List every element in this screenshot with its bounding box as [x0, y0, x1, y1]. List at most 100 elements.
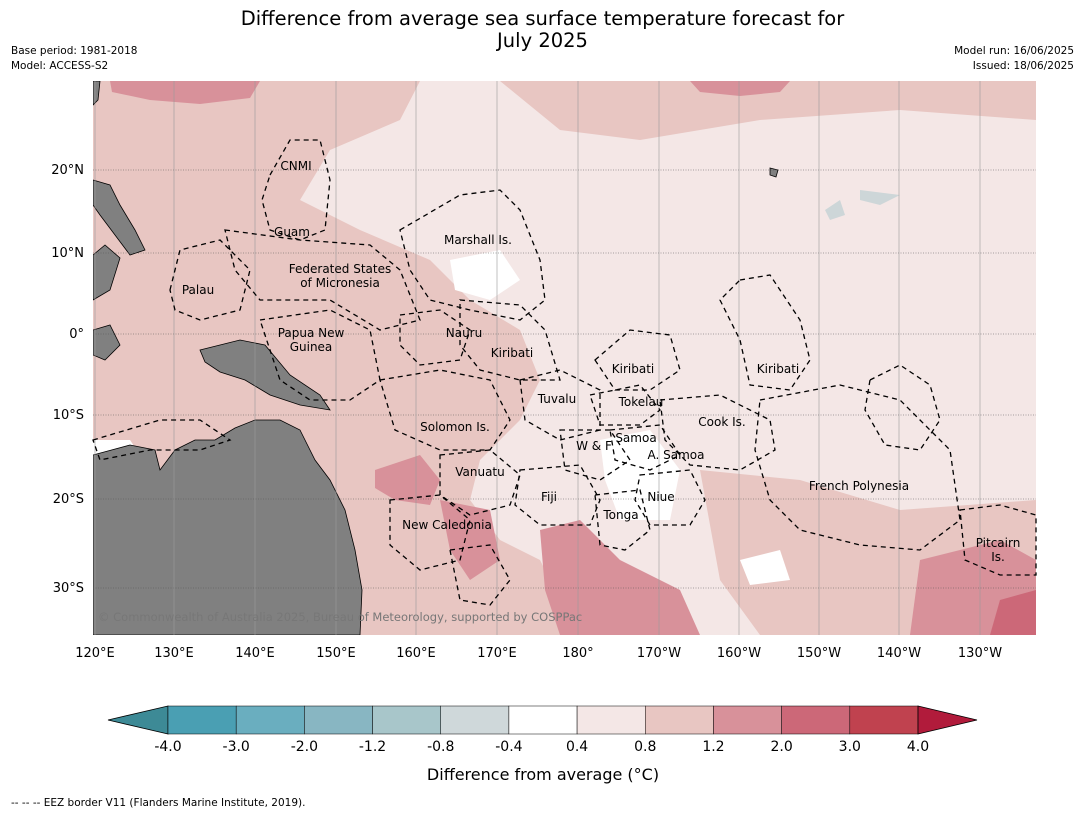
longitude-label: 170°E — [477, 646, 517, 661]
region-label-wf: W & F — [576, 439, 612, 453]
eez-boundary — [589, 384, 661, 426]
colorbar-tick-label: -1.2 — [359, 739, 386, 755]
anomaly-band-north — [500, 81, 1036, 140]
neutral-pocket-east — [740, 550, 790, 585]
region-label-kiribati-e: Kiribati — [757, 362, 799, 376]
eez-boundary — [754, 384, 961, 551]
eez-boundary — [399, 309, 471, 366]
region-label-newcal: New Caledonia — [402, 518, 492, 532]
longitude-label: 180° — [562, 646, 593, 661]
longitude-label: 150°E — [316, 646, 356, 661]
colorbar-extend-low — [107, 705, 169, 735]
eez-boundary — [609, 424, 681, 471]
region-label-samoa: Samoa — [615, 431, 656, 445]
title-line-1: Difference from average sea surface temp… — [240, 7, 845, 30]
eez-boundary — [224, 229, 421, 331]
eez-boundary — [92, 419, 232, 461]
longitude-label: 130°E — [154, 646, 194, 661]
colorbar-swatch — [645, 705, 714, 735]
eez-boundary — [594, 329, 681, 391]
copyright-notice: © Commonwealth of Australia 2025, Bureau… — [98, 610, 582, 624]
region-label-png: Guinea — [290, 340, 333, 354]
colorbar-swatch — [849, 705, 919, 735]
region-label-kiribati-w: Kiribati — [491, 346, 533, 360]
region-label-guam: Guam — [274, 225, 310, 239]
anomaly-warmer-north — [110, 81, 260, 104]
region-label-kiribati-c: Kiribati — [612, 362, 654, 376]
anomaly-warmer-tasman — [440, 500, 500, 580]
eez-boundary — [519, 369, 601, 441]
longitude-label: 160°W — [717, 646, 761, 661]
colorbar-tick-label: 1.2 — [702, 739, 724, 755]
region-label-png: Papua New — [278, 326, 345, 340]
neutral-pocket-marshall — [450, 250, 520, 300]
eez-boundary — [594, 489, 651, 551]
graticule — [93, 81, 1036, 635]
longitude-label: 120°E — [75, 646, 115, 661]
hawaii-land — [769, 167, 779, 178]
colorbar-tick-label: -3.0 — [223, 739, 250, 755]
region-label-cnmi: CNMI — [280, 159, 311, 173]
region-label-vanuatu: Vanuatu — [455, 465, 505, 479]
region-label-tuvalu: Tuvalu — [537, 392, 577, 406]
base-period: Base period: 1981-2018 — [11, 45, 138, 57]
cool-patch-hawaii — [825, 190, 900, 220]
borneo-land — [93, 244, 121, 301]
eez-borders — [92, 139, 1037, 606]
longitude-label: 140°W — [877, 646, 921, 661]
region-label-tokelau: Tokelau — [618, 395, 664, 409]
latitude-label: 30°S — [53, 581, 84, 596]
colorbar-tick-label: 4.0 — [907, 739, 929, 755]
colorbar-swatch — [576, 705, 646, 735]
eez-boundary — [259, 309, 381, 401]
new-guinea-land — [199, 339, 331, 411]
region-label-cook: Cook Is. — [698, 415, 745, 429]
region-label-pitcairn: Is. — [991, 550, 1005, 564]
latitude-axis: 20°N 10°N 0° 10°S 20°S 30°S — [51, 163, 84, 596]
colorbar-tick-label: -2.0 — [291, 739, 318, 755]
region-label-frpoly: French Polynesia — [809, 479, 909, 493]
colorbar-tick-label: 0.8 — [634, 739, 656, 755]
australia-land — [93, 419, 363, 635]
longitude-label: 170°W — [637, 646, 681, 661]
colorbar-extend-high — [917, 705, 978, 735]
longitude-label: 140°E — [235, 646, 275, 661]
anomaly-warmer-north2 — [690, 81, 790, 96]
longitude-axis: 120°E 130°E 140°E 150°E 160°E 170°E 180° 170°W 1… — [75, 646, 1002, 661]
title-line-2: July 2025 — [497, 29, 588, 52]
model-run: Model run: 16/06/2025 — [954, 45, 1074, 57]
latitude-label: 0° — [69, 327, 84, 342]
anomaly-warmer-nc — [375, 455, 440, 505]
colorbar-swatch — [167, 705, 237, 735]
eez-legend-note: -- -- -- EEZ border V11 (Flanders Marine… — [11, 797, 306, 809]
latitude-label: 20°S — [53, 492, 84, 507]
eez-boundary — [559, 429, 631, 481]
latitude-label: 10°N — [51, 246, 84, 261]
region-label-marshall: Marshall Is. — [444, 233, 512, 247]
colorbar-swatch — [508, 705, 578, 735]
philippines-land — [93, 179, 146, 256]
meta-left: Base period: 1981-2018 Model: ACCESS-S2 — [11, 44, 137, 74]
eez-boundary — [634, 469, 706, 526]
anomaly-warmer-south — [540, 520, 700, 635]
region-label-palau: Palau — [182, 283, 214, 297]
eez-boundary — [719, 274, 811, 391]
region-label-niue: Niue — [647, 490, 674, 504]
region-label-asamoa: A. Samoa — [648, 448, 705, 462]
region-label-tonga: Tonga — [602, 508, 638, 522]
map-panel — [93, 81, 1036, 635]
colorbar-tick-label: 3.0 — [839, 739, 861, 755]
eez-boundary — [439, 449, 521, 516]
map-title: Difference from average sea surface temp… — [0, 8, 1085, 52]
colorbar-swatch — [713, 705, 782, 735]
meta-right: Model run: 16/06/2025 Issued: 18/06/2025 — [954, 44, 1074, 74]
region-label-fsm: of Micronesia — [300, 276, 380, 290]
anomaly-hot-se — [990, 590, 1036, 635]
region-label-nauru: Nauru — [446, 326, 482, 340]
longitude-label: 130°W — [958, 646, 1002, 661]
latitude-label: 20°N — [51, 163, 84, 178]
eez-boundary — [864, 364, 941, 451]
colorbar-tick-label: -0.4 — [495, 739, 522, 755]
longitude-label: 150°W — [797, 646, 841, 661]
